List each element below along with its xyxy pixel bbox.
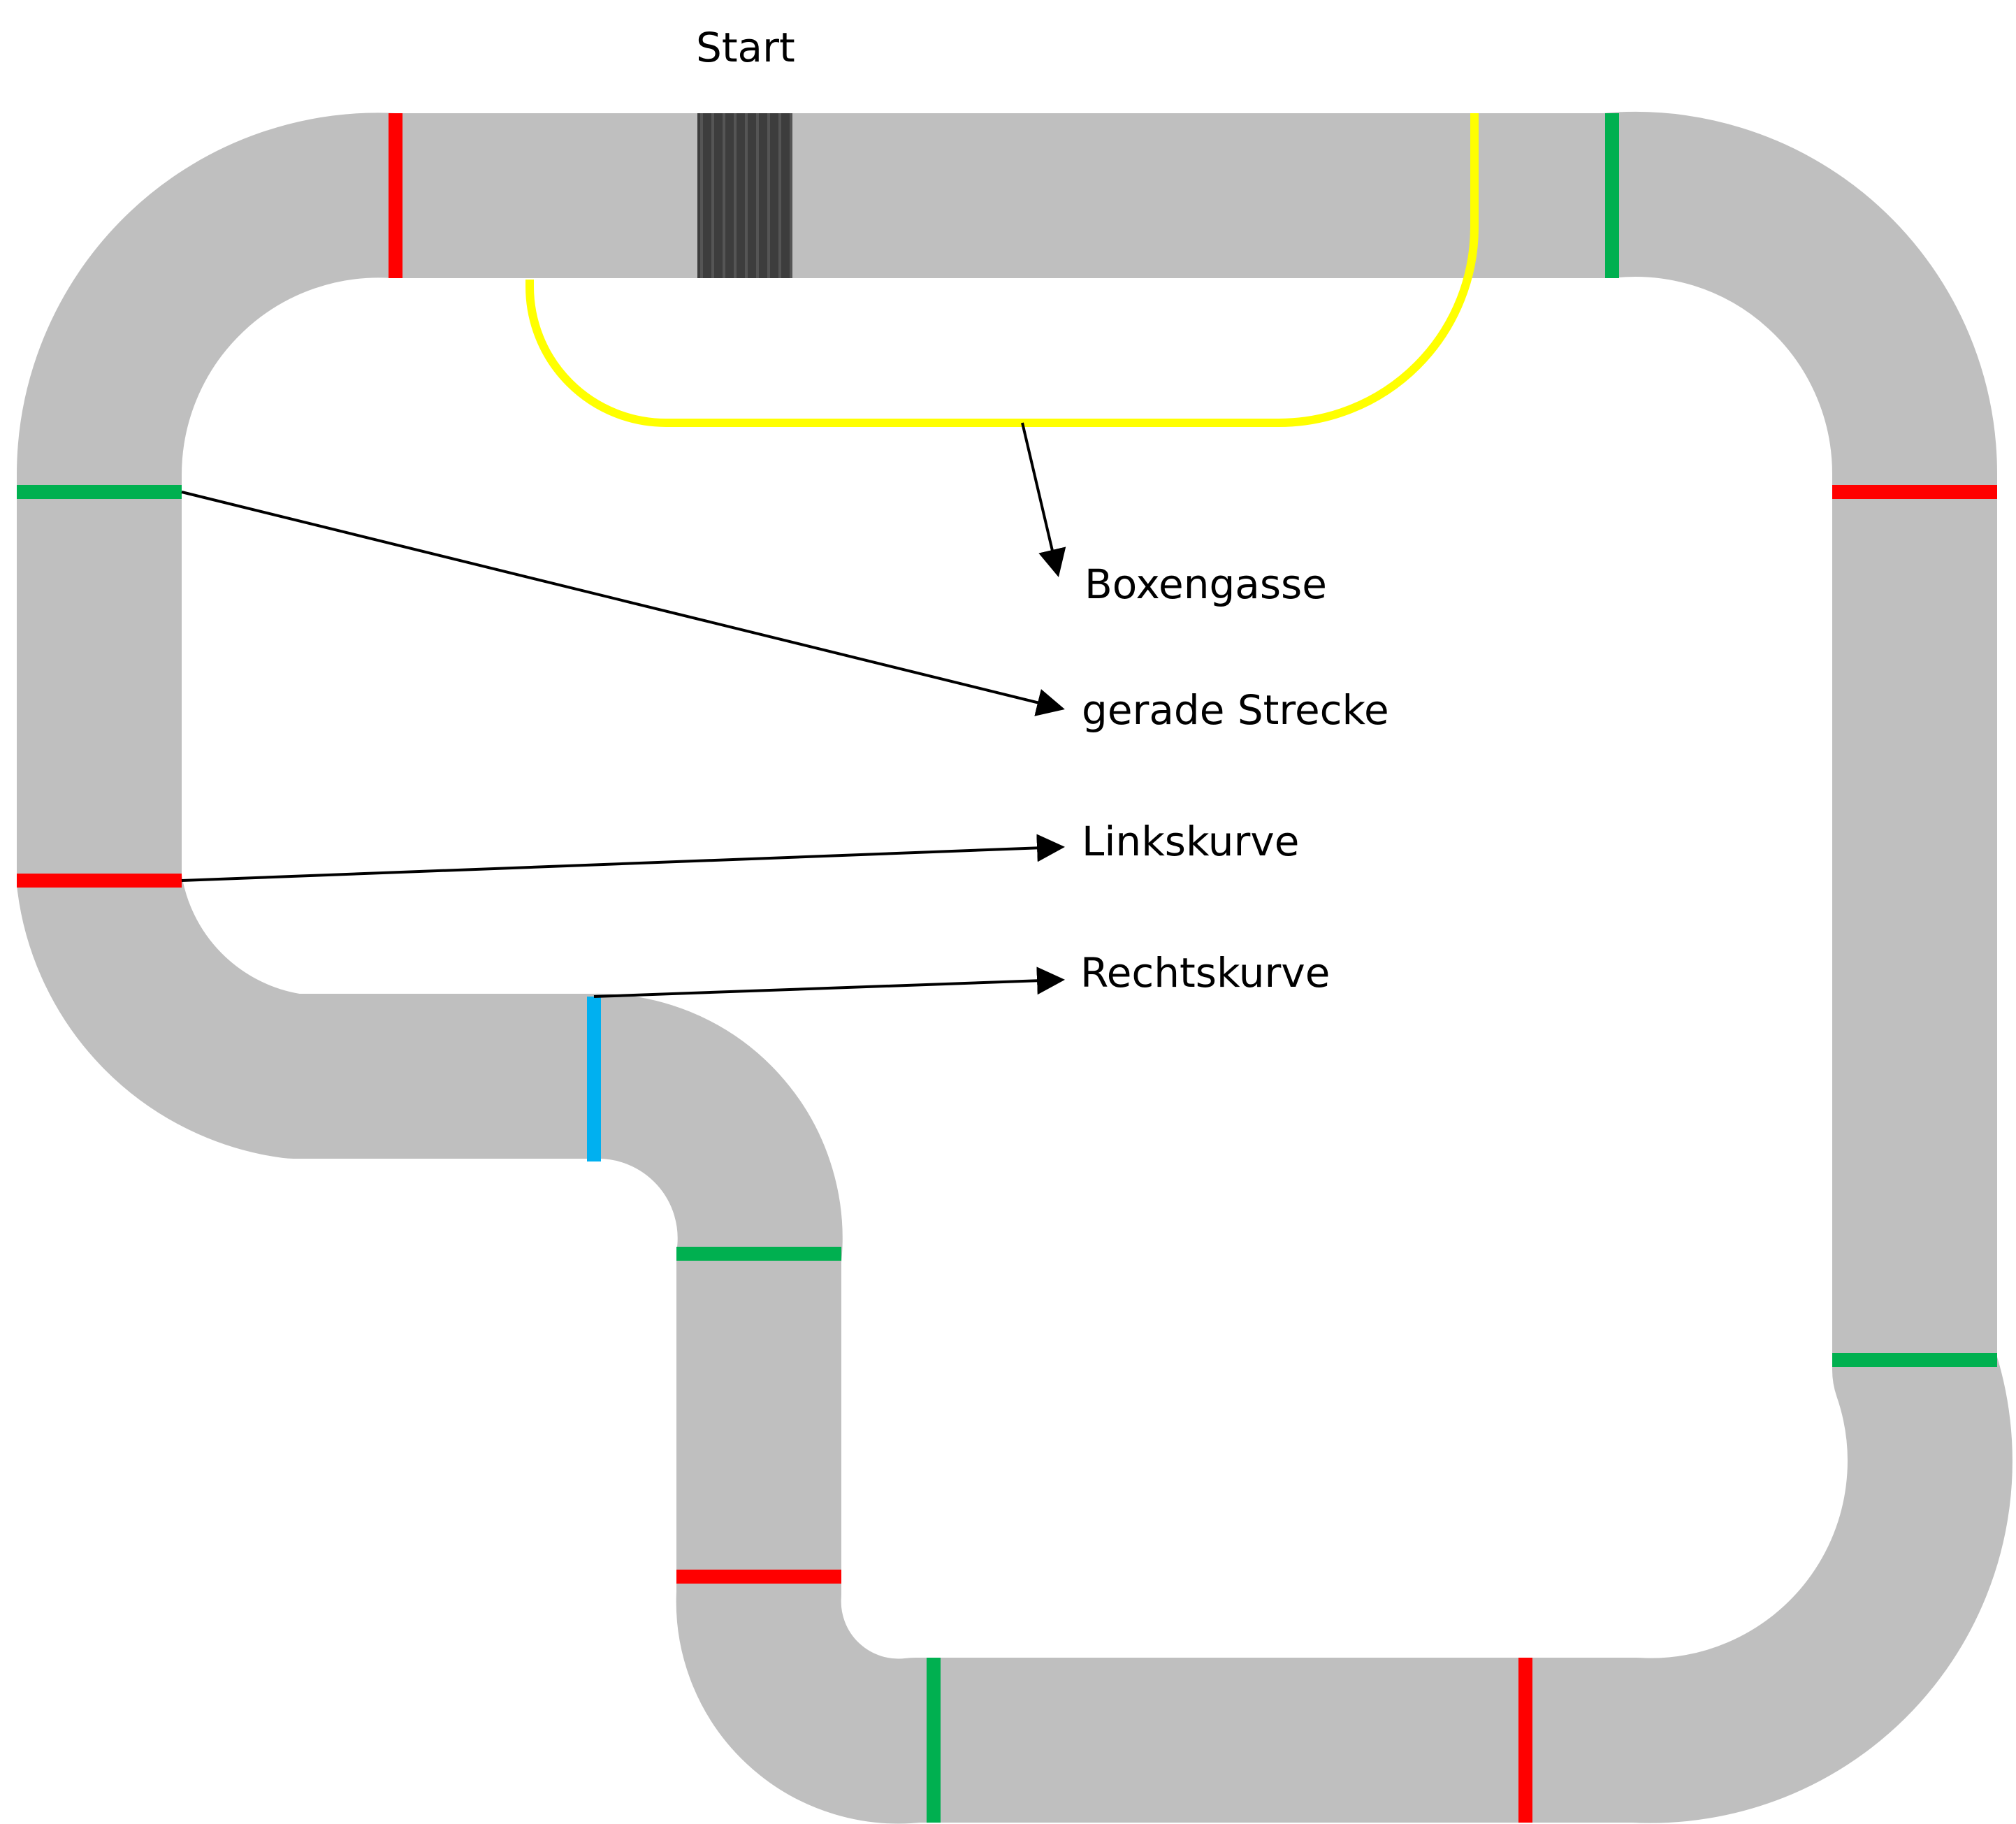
right-curve-label: Rechtskurve	[1080, 949, 1330, 997]
right-curve-arrow	[593, 967, 1065, 998]
pit-lane-label: Boxengasse	[1085, 560, 1327, 608]
start-label: Start	[696, 24, 795, 71]
annotation-arrows	[181, 422, 1066, 998]
segment-markers	[17, 113, 1997, 1823]
left-curve-arrow	[181, 834, 1065, 882]
left-curve-label: Linkskurve	[1082, 818, 1299, 865]
straight-arrow	[181, 491, 1065, 716]
straight-label: gerade Strecke	[1082, 686, 1389, 734]
start-grid	[697, 113, 792, 278]
track	[16, 112, 2013, 1824]
pit-lane-arrow	[1021, 422, 1066, 577]
pit-lane	[525, 113, 1479, 427]
